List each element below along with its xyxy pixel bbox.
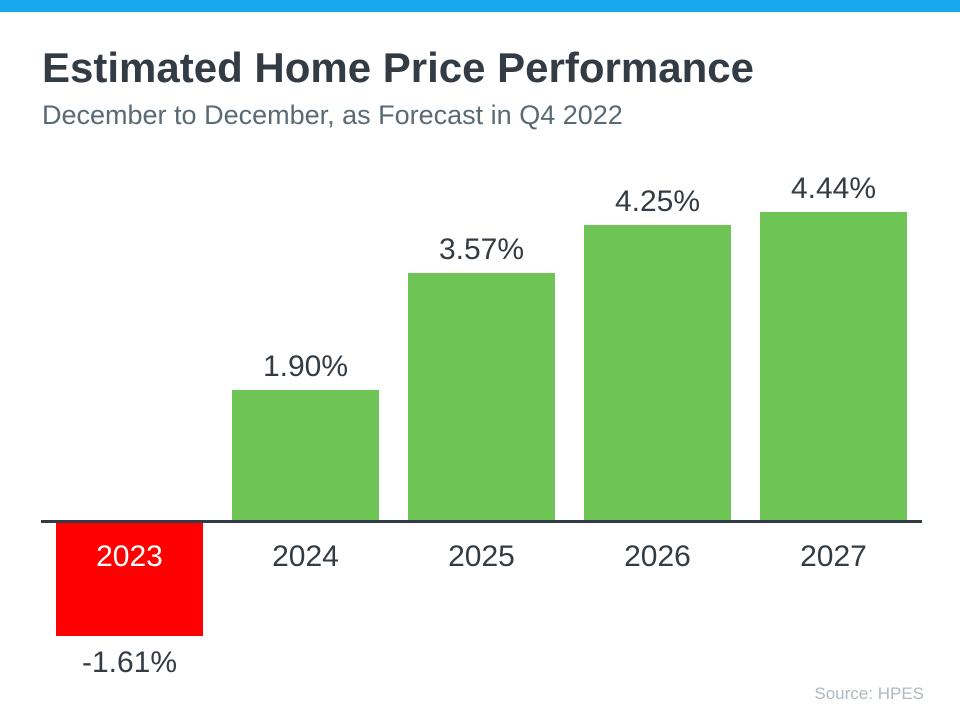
bar-value-label: 4.44% bbox=[790, 172, 877, 205]
bar-value-label: 4.25% bbox=[614, 185, 701, 218]
bar-year-label: 2024 bbox=[272, 540, 339, 573]
bar-value-label: 1.90% bbox=[262, 350, 349, 383]
bar-value-label: 3.57% bbox=[438, 233, 525, 266]
bar-year-label: 2026 bbox=[624, 540, 691, 573]
bar-year-label: 2025 bbox=[448, 540, 515, 573]
bar-2027 bbox=[760, 212, 907, 523]
bar-year-label: 2023 bbox=[96, 540, 163, 573]
bar-2025 bbox=[408, 273, 555, 523]
bar-2024 bbox=[232, 390, 379, 523]
top-accent-bar bbox=[0, 0, 960, 12]
page-subtitle: December to December, as Forecast in Q4 … bbox=[42, 100, 623, 130]
bar-2023 bbox=[56, 523, 203, 636]
bar-year-label: 2027 bbox=[800, 540, 867, 573]
page-title: Estimated Home Price Performance bbox=[42, 44, 754, 91]
bar-value-label: -1.61% bbox=[81, 646, 178, 679]
bar-2026 bbox=[584, 225, 731, 523]
source-note: Source: HPES bbox=[814, 684, 924, 703]
x-axis-line bbox=[41, 520, 922, 523]
